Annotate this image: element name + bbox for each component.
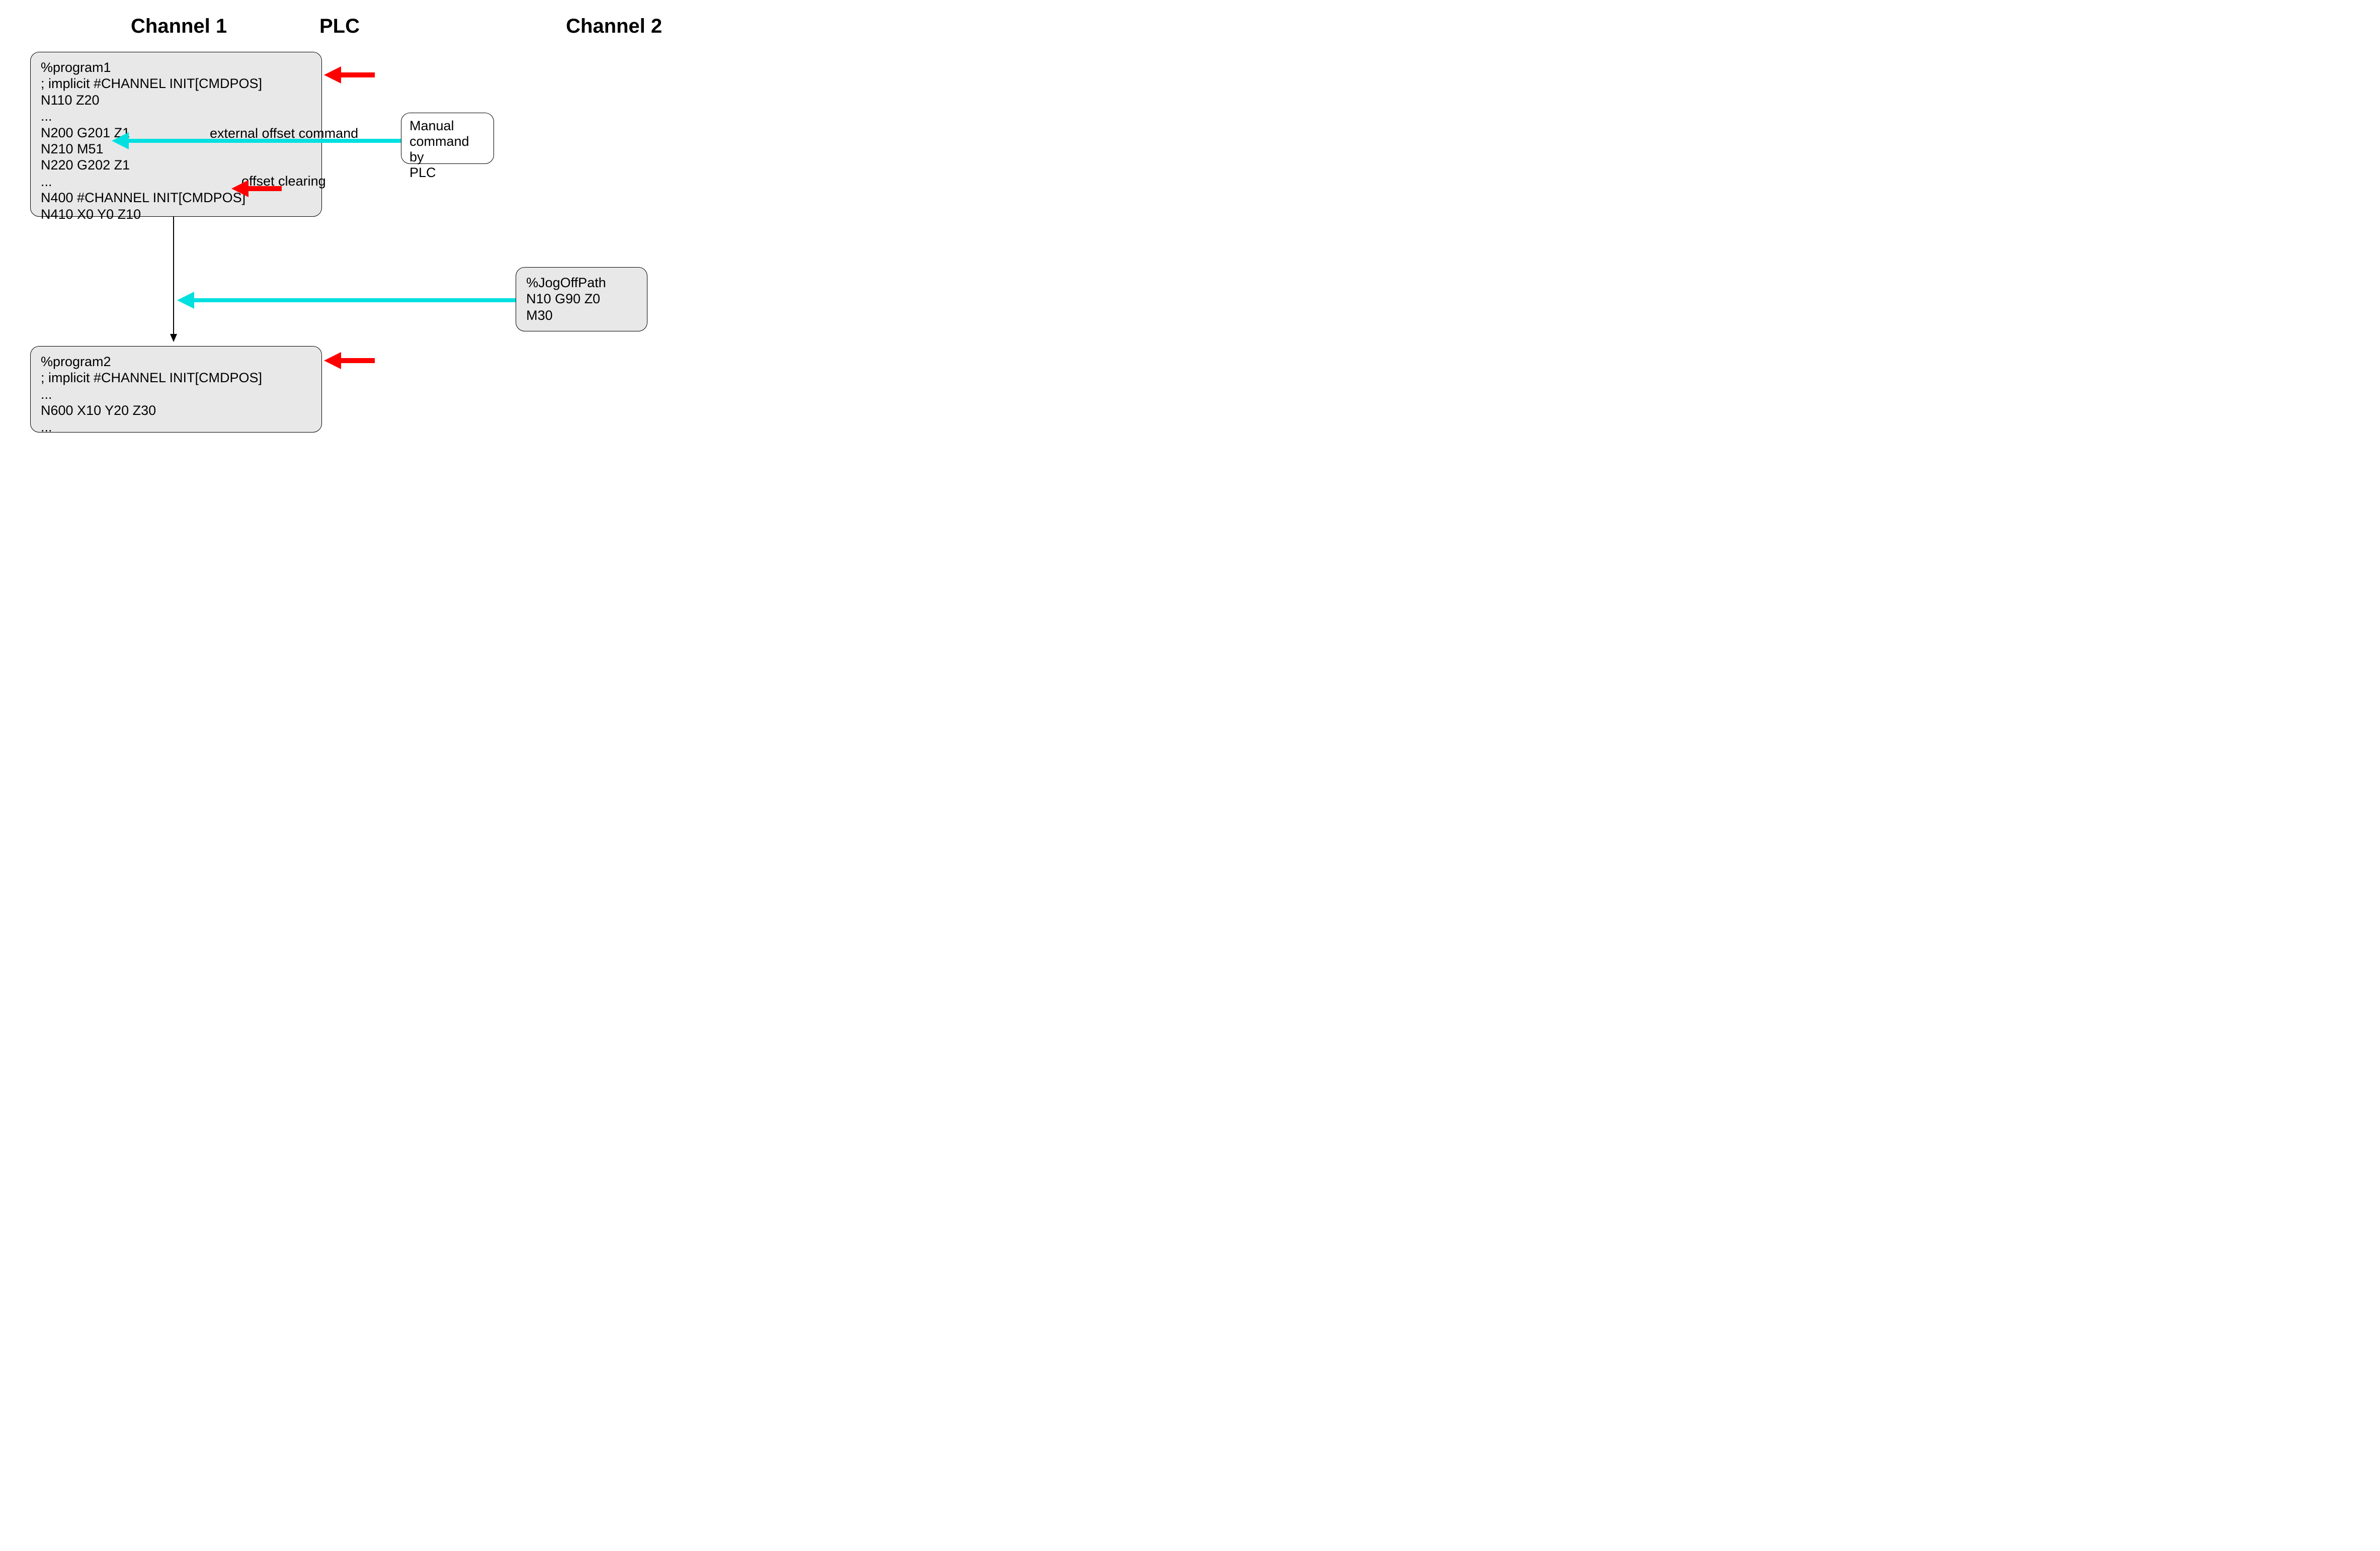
arrow-black-down	[170, 217, 177, 342]
plc-box-line3: PLC	[409, 165, 436, 180]
plc-box-line1: Manual	[409, 118, 454, 133]
plc-box: Manual command by PLC	[401, 113, 494, 164]
jog-box: %JogOffPath N10 G90 Z0 M30	[516, 267, 647, 331]
header-channel2: Channel 2	[566, 15, 662, 38]
program2-box: %program2 ; implicit #CHANNEL INIT[CMDPO…	[30, 346, 322, 433]
plc-box-line2: command by	[409, 134, 469, 164]
diagram-root: Channel 1 PLC Channel 2 %program1 ; impl…	[0, 0, 755, 493]
arrow-cyan-jog	[177, 292, 516, 309]
header-channel1: Channel 1	[131, 15, 227, 38]
arrow-red-top	[324, 66, 375, 83]
label-offset-clearing: offset clearing	[241, 174, 326, 189]
arrow-red-bottom	[324, 352, 375, 369]
header-plc: PLC	[319, 15, 360, 38]
label-external-offset: external offset command	[210, 126, 358, 141]
